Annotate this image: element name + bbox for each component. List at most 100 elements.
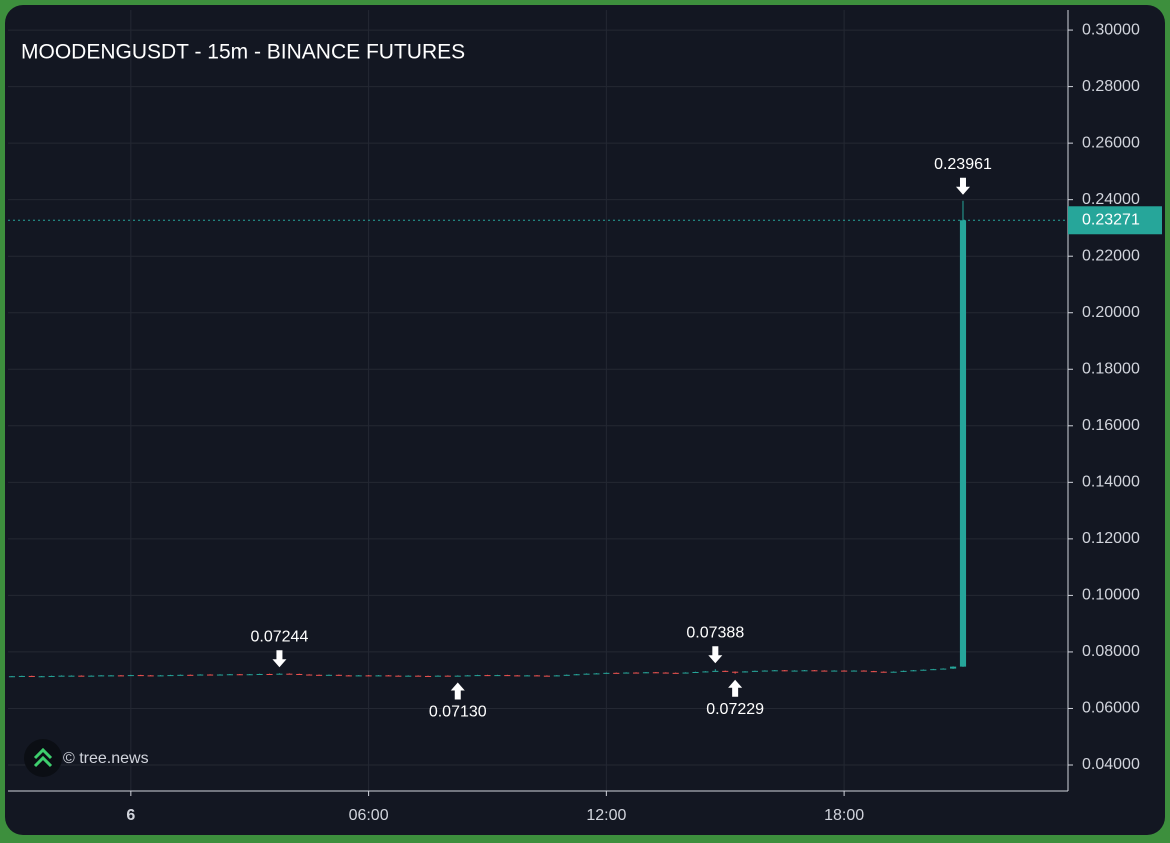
x-tick-label: 12:00 [586,807,626,824]
candle-body [751,670,759,672]
candle-body [454,675,461,677]
candle-body [207,674,214,676]
candle-body [157,675,164,677]
candle-body [940,668,947,670]
candle-body [127,675,134,677]
candle-body [524,675,531,677]
candle-body [365,675,372,677]
annotation-label: 0.07244 [251,629,309,646]
candle-body [692,671,699,673]
candle-body [147,675,154,677]
annotation-arrow [955,177,970,195]
annotation-arrow [450,682,465,700]
candle-body [910,670,917,672]
candle-body [28,675,35,677]
y-tick-label: 0.12000 [1082,530,1140,547]
candle-body [187,674,194,676]
candle-body [296,673,303,675]
candle-body [474,675,481,677]
candle-body [88,675,95,677]
candle-body [732,671,739,673]
candle-body [335,674,342,676]
candle-body [781,670,788,672]
candle-body [405,675,412,677]
candle-body [950,666,957,669]
candle-body [246,674,253,676]
candle-body [603,672,610,674]
candle-body [48,675,55,677]
grid [8,10,1068,791]
y-tick-label: 0.06000 [1082,700,1140,717]
candle-body [325,674,333,676]
candle-body [306,674,313,676]
candle-body [613,672,620,674]
annotation-label: 0.23961 [934,156,992,173]
candle-body [494,675,501,677]
candle-body [722,670,729,672]
candle-body [256,673,263,675]
candle-body [920,669,927,671]
candle-body [553,675,560,677]
y-tick-label: 0.24000 [1082,191,1140,208]
candle-body [444,675,451,677]
candle-body [395,675,402,677]
candle-body [484,675,491,677]
candle-body [266,673,273,675]
candle-body [761,670,768,672]
candle-body [880,671,887,673]
candle-body [811,670,818,672]
candle-body [504,675,511,677]
annotation-label: 0.07130 [429,704,487,721]
y-tick-label: 0.30000 [1082,21,1140,38]
y-tick-label: 0.26000 [1082,134,1140,151]
candle-body [315,674,323,676]
candle-body [117,675,125,677]
annotation-arrow [728,679,743,697]
candle-body [78,675,85,677]
annotation-arrow [708,646,723,664]
candle-body [771,670,778,672]
chart-title: MOODENGUSDT - 15m - BINANCE FUTURES [21,41,465,64]
candle-body [167,675,174,677]
candle-body [623,672,630,674]
candle-body [375,675,382,677]
x-tick-label: 6 [126,807,135,824]
candle-body [633,672,640,674]
candle-body [415,675,422,677]
candle-body [930,669,937,671]
annotation-arrow [272,650,287,668]
y-tick-label: 0.22000 [1082,247,1140,264]
candle-body [137,675,144,677]
candle-body [890,671,897,673]
candle-body [226,674,233,676]
candle-body [385,675,392,677]
candle-body [355,675,362,677]
candle-body [107,675,115,677]
candle-body [276,673,283,675]
candle-body [870,671,877,673]
candle-body [533,675,541,677]
candle-body [672,672,679,674]
candle-body [841,670,848,672]
candle-body [860,670,867,672]
x-tick-label: 18:00 [824,807,864,824]
last-price-box [1068,206,1162,235]
annotation-label: 0.07388 [686,624,744,641]
candle-body [583,673,590,675]
candle-body [514,675,521,677]
candle-body [791,670,798,672]
candle-body [18,675,25,677]
y-tick-label: 0.20000 [1082,304,1140,321]
candle-body [712,670,719,672]
candle-body [464,675,471,677]
y-tick-label: 0.04000 [1082,756,1140,773]
y-tick-label: 0.14000 [1082,474,1140,491]
candle-body [821,670,828,672]
candle-body [216,674,224,676]
candle-body [801,670,808,672]
y-tick-label: 0.18000 [1082,360,1140,377]
watermark: © tree.news [63,750,149,767]
candle-body [741,671,749,673]
candle-body [593,673,600,675]
